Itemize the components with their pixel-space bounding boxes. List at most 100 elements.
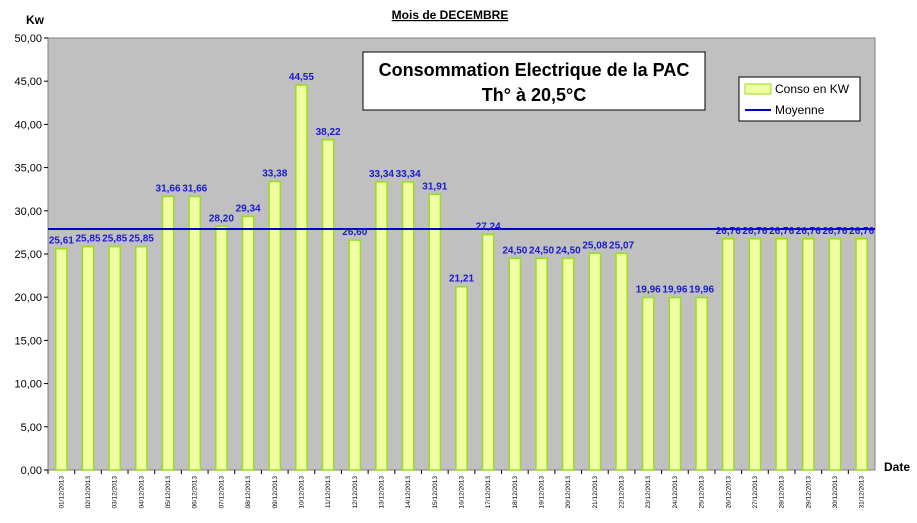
bar — [828, 238, 842, 471]
bar — [481, 233, 495, 471]
data-label: 19,96 — [689, 285, 714, 296]
bar — [268, 180, 282, 471]
data-label: 33,34 — [396, 169, 421, 180]
y-tick-label: 20,00 — [14, 292, 42, 304]
x-tick-label: 07/12/2013 — [218, 476, 225, 509]
x-tick-label: 10/12/2013 — [298, 476, 305, 509]
bar — [348, 239, 362, 471]
x-tick-label: 18/12/2013 — [512, 476, 519, 509]
x-tick-label: 23/12/2013 — [645, 476, 652, 509]
bar — [561, 257, 575, 471]
data-label: 26,60 — [342, 227, 367, 238]
bar — [215, 225, 228, 471]
y-tick-label: 30,00 — [14, 206, 42, 218]
data-label: 38,22 — [316, 127, 341, 138]
bar — [508, 257, 522, 471]
x-tick-label: 09/12/2013 — [272, 476, 279, 509]
data-label: 33,34 — [369, 169, 394, 180]
y-axis-ticks: 0,00 5,00 10,00 15,00 20,00 25,00 30,00 35,00 40… — [14, 33, 48, 477]
x-tick-label: 01/12/2013 — [58, 476, 65, 509]
data-label: 27,24 — [476, 222, 501, 233]
data-label: 25,85 — [76, 234, 101, 245]
x-tick-label: 28/12/2013 — [779, 476, 786, 509]
data-label: 26,76 — [822, 226, 847, 237]
y-tick-label: 0,00 — [21, 465, 42, 477]
data-label: 25,61 — [49, 236, 74, 247]
data-label: 31,66 — [156, 183, 181, 194]
x-tick-label: 14/12/2013 — [405, 476, 412, 509]
x-tick-label: 20/12/2013 — [565, 476, 572, 509]
x-tick-label: 13/12/2013 — [378, 476, 385, 509]
bar — [161, 195, 175, 471]
bar — [588, 252, 602, 471]
x-tick-label: 08/12/2013 — [245, 476, 252, 509]
bar — [135, 245, 148, 471]
bar — [241, 215, 255, 471]
bar — [748, 238, 762, 471]
bar — [801, 238, 815, 471]
data-label: 25,07 — [609, 240, 634, 251]
x-tick-label: 11/12/2013 — [325, 476, 332, 508]
bar — [428, 193, 442, 471]
x-tick-label: 21/12/2013 — [592, 476, 599, 509]
bar — [108, 245, 122, 471]
x-tick-label: 03/12/2013 — [112, 476, 119, 509]
bar — [54, 247, 68, 471]
x-tick-label: 29/12/2013 — [805, 476, 812, 509]
x-axis-ticks: 01/12/2013 02/12/2013 03/12/2013 04/12/2013… — [47, 470, 866, 509]
y-tick-label: 5,00 — [21, 422, 42, 434]
legend-label-conso: Conso en KW — [775, 82, 850, 96]
data-label: 25,85 — [129, 234, 154, 245]
subtitle-box: Consommation Electrique de la PAC Th° à … — [362, 51, 706, 111]
data-label: 29,34 — [236, 204, 261, 215]
data-label: 19,96 — [636, 285, 661, 296]
bar — [615, 252, 628, 471]
data-label: 21,21 — [449, 274, 474, 285]
data-label: 24,50 — [529, 245, 554, 256]
y-tick-label: 45,00 — [14, 76, 42, 88]
x-tick-label: 19/12/2013 — [539, 476, 546, 509]
bar — [668, 296, 682, 471]
subtitle-box-frame — [362, 51, 706, 111]
data-label: 25,85 — [102, 234, 127, 245]
x-tick-label: 25/12/2013 — [699, 476, 706, 509]
bar — [695, 296, 708, 471]
x-tick-label: 30/12/2013 — [832, 476, 839, 509]
x-tick-label: 24/12/2013 — [672, 476, 679, 509]
chart-title: Mois de DECEMBRE — [392, 8, 509, 22]
data-label: 26,76 — [849, 226, 874, 237]
bar — [188, 195, 202, 471]
y-tick-label: 40,00 — [14, 119, 42, 131]
subtitle-line-2: Th° à 20,5°C — [482, 85, 586, 105]
bar — [375, 181, 388, 471]
data-label: 24,50 — [556, 245, 581, 256]
data-label: 44,55 — [289, 72, 314, 83]
data-label: 33,38 — [262, 169, 287, 180]
bar — [641, 296, 655, 471]
data-label: 25,08 — [582, 240, 607, 251]
legend: Conso en KW Moyenne — [738, 76, 861, 122]
data-label: 31,66 — [182, 183, 207, 194]
bar — [455, 285, 468, 471]
data-label: 19,96 — [662, 285, 687, 296]
x-tick-label: 06/12/2013 — [192, 476, 199, 509]
data-label: 24,50 — [502, 245, 527, 256]
x-tick-label: 04/12/2013 — [138, 476, 145, 509]
bars-group — [54, 84, 869, 471]
data-label: 28,20 — [209, 213, 234, 224]
bar — [855, 238, 869, 471]
x-axis-label: Date — [884, 460, 910, 474]
x-tick-label: 26/12/2013 — [725, 476, 732, 509]
x-tick-label: 27/12/2013 — [752, 476, 759, 509]
y-axis-label: Kw — [26, 13, 45, 27]
legend-bar-swatch — [744, 83, 772, 95]
x-tick-label: 17/12/2013 — [485, 476, 492, 509]
y-tick-label: 35,00 — [14, 163, 42, 175]
x-tick-label: 02/12/2013 — [85, 476, 92, 509]
x-tick-label: 05/12/2013 — [165, 476, 172, 509]
bar — [321, 139, 335, 471]
y-tick-label: 10,00 — [14, 379, 42, 391]
data-label: 31,91 — [422, 181, 447, 192]
y-tick-label: 15,00 — [14, 335, 42, 347]
